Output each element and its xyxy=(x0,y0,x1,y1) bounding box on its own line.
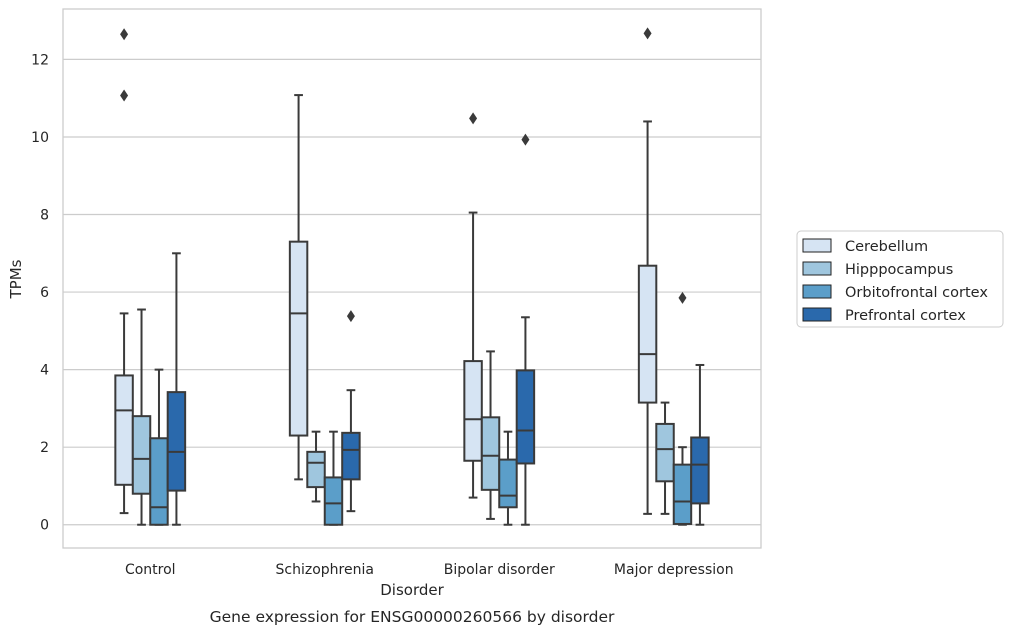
outlier-point xyxy=(120,28,129,41)
box-body xyxy=(515,369,536,465)
y-tick-label: 2 xyxy=(40,440,49,456)
box-body xyxy=(463,360,483,462)
x-axis-label: Disorder xyxy=(380,581,444,599)
box-cerebellum-3 xyxy=(637,27,658,515)
legend-swatch xyxy=(802,284,832,299)
box-hipppocampus-2 xyxy=(480,350,501,520)
box-hipppocampus-3 xyxy=(655,401,675,515)
box-body xyxy=(149,437,169,526)
box-body xyxy=(288,240,309,437)
box-body xyxy=(637,264,658,404)
x-tick-label: Major depression xyxy=(614,562,734,578)
legend-swatch xyxy=(802,307,832,322)
y-tick-label: 0 xyxy=(40,518,49,534)
box-body xyxy=(480,416,501,491)
box-body xyxy=(672,463,693,525)
y-tick-label: 8 xyxy=(40,208,49,224)
box-body xyxy=(341,431,361,481)
legend-label: Hipppocampus xyxy=(845,262,953,278)
x-tick-label: Control xyxy=(125,562,176,578)
box-prefrontal-cortex-0 xyxy=(166,252,187,526)
box-orbitofrontal-cortex-3 xyxy=(672,291,693,526)
x-tick-label: Schizophrenia xyxy=(276,562,374,578)
box-body xyxy=(655,422,675,483)
box-body xyxy=(131,415,152,495)
box-body xyxy=(323,476,344,526)
legend: Cerebellum Hipppocampus Orbitofrontal cort… xyxy=(796,230,1004,328)
box-cerebellum-1 xyxy=(288,94,309,481)
outlier-point xyxy=(678,291,687,304)
box-cerebellum-0 xyxy=(114,28,134,515)
y-tick-labels: 0 2 4 6 8 10 12 xyxy=(31,52,49,533)
box-orbitofrontal-cortex-2 xyxy=(498,430,518,526)
box-body xyxy=(166,391,187,492)
y-tick-label: 12 xyxy=(31,52,49,68)
legend-label: Orbitofrontal cortex xyxy=(845,285,988,301)
legend-label: Prefrontal cortex xyxy=(845,308,966,324)
box-groups xyxy=(114,27,710,526)
y-tick-label: 6 xyxy=(40,285,49,301)
box-prefrontal-cortex-1 xyxy=(341,310,361,513)
box-prefrontal-cortex-2 xyxy=(515,133,536,526)
y-tick-label: 10 xyxy=(31,130,49,146)
box-body xyxy=(306,450,326,489)
legend-swatch xyxy=(802,238,832,253)
box-cerebellum-2 xyxy=(463,112,483,499)
outlier-point xyxy=(643,27,652,40)
box-body xyxy=(114,374,134,486)
legend-label: Cerebellum xyxy=(845,239,928,255)
legend-frame xyxy=(796,230,1004,328)
box-body xyxy=(498,458,518,509)
y-axis-label: TPMs xyxy=(7,259,25,299)
outlier-point xyxy=(521,133,530,146)
box-orbitofrontal-cortex-1 xyxy=(323,430,344,526)
x-tick-label: Bipolar disorder xyxy=(444,562,555,578)
plot-frame xyxy=(62,8,762,549)
outlier-point xyxy=(469,112,478,125)
figure-caption: Gene expression for ENSG00000260566 by d… xyxy=(210,608,615,626)
box-prefrontal-cortex-3 xyxy=(690,363,710,526)
x-tick-labels: Control Schizophrenia Bipolar disorder Majo… xyxy=(125,562,734,578)
box-hipppocampus-1 xyxy=(306,430,326,503)
legend-swatch xyxy=(802,261,832,276)
outlier-point xyxy=(120,89,129,102)
box-body xyxy=(690,436,710,505)
box-orbitofrontal-cortex-0 xyxy=(149,368,169,526)
box-hipppocampus-0 xyxy=(131,308,152,526)
outlier-point xyxy=(346,310,355,323)
y-tick-label: 4 xyxy=(40,363,49,379)
